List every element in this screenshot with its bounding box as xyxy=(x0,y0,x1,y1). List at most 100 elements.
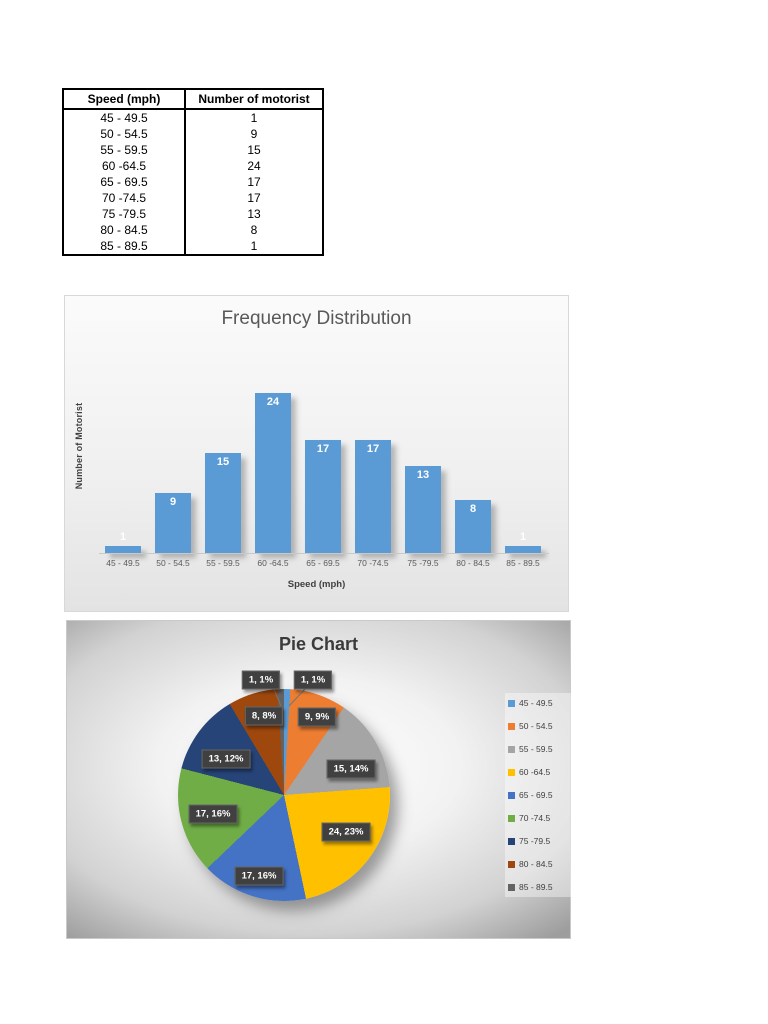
pie-data-label: 8, 8% xyxy=(244,706,284,726)
speed-range-cell: 85 - 89.5 xyxy=(63,238,186,255)
legend-item: 70 -74.5 xyxy=(508,812,570,824)
motorist-count-cell: 17 xyxy=(247,191,261,205)
legend-label: 80 - 84.5 xyxy=(519,859,553,869)
speed-range-cell: 45 - 49.5 xyxy=(63,109,186,126)
pie-data-label: 1, 1% xyxy=(293,670,333,690)
legend-item: 50 - 54.5 xyxy=(508,720,570,732)
x-axis-tick-label: 85 - 89.5 xyxy=(505,558,541,570)
speed-table-body: 45 - 49.5 1 50 - 54.5 9 55 - 59.5 15 60 -64.5 2… xyxy=(63,109,323,255)
motorist-count-cell: 1 xyxy=(250,111,258,125)
speed-range-cell: 55 - 59.5 xyxy=(63,142,186,158)
legend-item: 45 - 49.5 xyxy=(508,697,570,709)
legend-item: 55 - 59.5 xyxy=(508,743,570,755)
x-axis-line xyxy=(99,553,549,554)
legend-swatch-icon xyxy=(508,768,515,776)
table-row: 70 -74.5 17 xyxy=(63,190,323,206)
motorist-column-header: Number of motorist xyxy=(198,92,310,106)
speed-range-cell: 60 -64.5 xyxy=(63,158,186,174)
bar-value-label: 17 xyxy=(316,442,330,455)
x-axis-tick-text: 75 -79.5 xyxy=(407,558,439,568)
legend-item: 60 -64.5 xyxy=(508,766,570,778)
legend-swatch-icon xyxy=(508,883,515,891)
bar-value-label: 13 xyxy=(416,469,430,482)
bar: 9 xyxy=(155,493,191,553)
legend-item: 65 - 69.5 xyxy=(508,789,570,801)
legend-swatch-icon xyxy=(508,722,515,730)
speed-range-cell: 50 - 54.5 xyxy=(63,126,186,142)
legend-label: 85 - 89.5 xyxy=(519,882,553,892)
pie-data-label: 17, 16% xyxy=(188,804,238,824)
table-row: 80 - 84.5 8 xyxy=(63,222,323,238)
pie-chart-title: Pie Chart xyxy=(278,634,359,654)
bar: 24 xyxy=(255,393,291,553)
bar-value-label: 1 xyxy=(119,531,127,544)
motorist-count-cell: 17 xyxy=(247,175,261,189)
pie-data-label: 15, 14% xyxy=(326,759,376,779)
pie-data-label: 17, 16% xyxy=(234,866,284,886)
legend-swatch-icon xyxy=(508,837,515,845)
x-axis-tick-text: 70 -74.5 xyxy=(357,558,389,568)
bar: 13 xyxy=(405,466,441,553)
x-axis-tick-label: 45 - 49.5 xyxy=(105,558,141,570)
x-axis-title: Speed (mph) xyxy=(287,579,346,590)
x-axis-tick-label: 65 - 69.5 xyxy=(305,558,341,570)
motorist-count-cell: 13 xyxy=(247,207,261,221)
legend-swatch-icon xyxy=(508,745,515,753)
pie-area: 45 - 49.5 50 - 54.5 55 - 59.5 60 -64.5 65 - … xyxy=(67,621,573,938)
bar-value-label: 1 xyxy=(519,531,527,544)
pie-data-label: 9, 9% xyxy=(297,707,337,727)
motorist-count-cell: 8 xyxy=(250,223,258,237)
legend-label: 70 -74.5 xyxy=(519,813,551,823)
legend-label: 75 -79.5 xyxy=(519,836,551,846)
bar-value-label: 9 xyxy=(169,496,177,508)
x-axis-tick-text: 80 - 84.5 xyxy=(456,558,490,568)
x-axis-tick-label: 60 -64.5 xyxy=(255,558,291,570)
motorist-count-cell: 24 xyxy=(247,159,261,173)
pie-data-label: 13, 12% xyxy=(201,749,251,769)
y-axis-title: Number of Motorist xyxy=(74,402,84,490)
speed-range-cell: 75 -79.5 xyxy=(63,206,186,222)
table-row: 85 - 89.5 1 xyxy=(63,238,323,255)
legend-label: 45 - 49.5 xyxy=(519,698,553,708)
x-axis-tick-text: 65 - 69.5 xyxy=(306,558,340,568)
pie-chart: Pie Chart 45 - 49.5 50 - 54.5 55 - 59.5 60 … xyxy=(66,620,573,939)
x-axis-tick-text: 85 - 89.5 xyxy=(506,558,540,568)
legend-item: 85 - 89.5 xyxy=(508,881,570,893)
bar: 1 xyxy=(105,531,141,553)
legend-label: 55 - 59.5 xyxy=(519,744,553,754)
motorist-count-cell: 9 xyxy=(250,127,258,141)
bar-value-label: 15 xyxy=(216,456,230,468)
x-axis-tick-label: 80 - 84.5 xyxy=(455,558,491,570)
x-axis-tick-text: 60 -64.5 xyxy=(257,558,289,568)
bar-value-label: 24 xyxy=(266,396,280,408)
bar-value-label: 8 xyxy=(469,502,477,515)
table-row: 65 - 69.5 17 xyxy=(63,174,323,190)
bar: 17 xyxy=(305,439,341,553)
table-row: 50 - 54.5 9 xyxy=(63,126,323,142)
x-axis-tick-text: 45 - 49.5 xyxy=(106,558,140,568)
motorist-count-cell: 15 xyxy=(247,143,261,157)
x-axis-tick-label: 50 - 54.5 xyxy=(155,558,191,570)
speed-range-cell: 65 - 69.5 xyxy=(63,174,186,190)
bar: 17 xyxy=(355,439,391,553)
x-axis-tick-text: 50 - 54.5 xyxy=(156,558,190,568)
bar: 8 xyxy=(455,499,491,553)
legend-label: 50 - 54.5 xyxy=(519,721,553,731)
pie xyxy=(178,689,390,901)
x-axis-tick-label: 70 -74.5 xyxy=(355,558,391,570)
motorist-count-cell: 1 xyxy=(250,239,258,253)
frequency-table: Speed (mph) Number of motorist 45 - 49.5… xyxy=(62,88,324,256)
table-row: 75 -79.5 13 xyxy=(63,206,323,222)
x-axis-tick-label: 55 - 59.5 xyxy=(205,558,241,570)
legend-label: 60 -64.5 xyxy=(519,767,551,777)
legend-swatch-icon xyxy=(508,791,515,799)
bar: 1 xyxy=(505,531,541,553)
legend-label: 65 - 69.5 xyxy=(519,790,553,800)
legend-item: 80 - 84.5 xyxy=(508,858,570,870)
legend-swatch-icon xyxy=(508,814,515,822)
table-row: 55 - 59.5 15 xyxy=(63,142,323,158)
pie-data-label: 24, 23% xyxy=(321,822,371,842)
legend-swatch-icon xyxy=(508,699,515,707)
speed-column-header: Speed (mph) xyxy=(63,89,186,109)
